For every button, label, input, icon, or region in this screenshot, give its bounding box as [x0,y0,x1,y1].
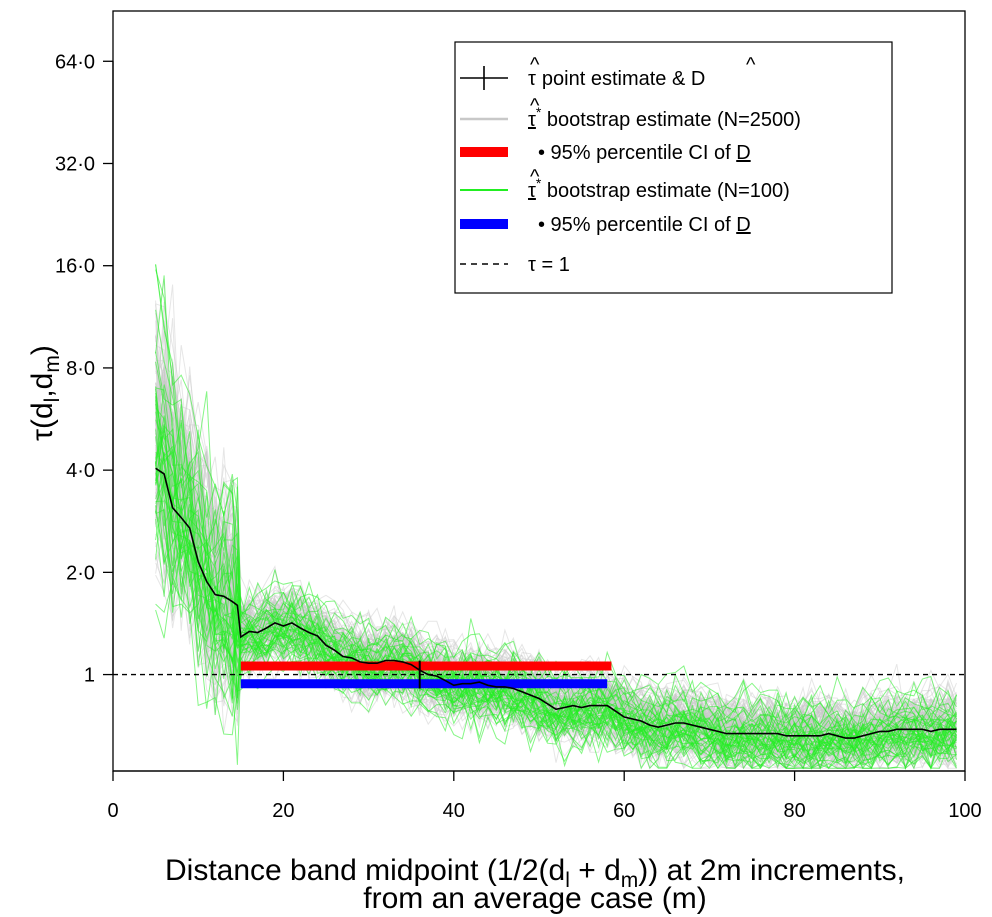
legend-hat-2: ^ [746,54,756,76]
bootstrap-line [155,451,957,760]
bootstrap-line [155,304,957,729]
legend-label-boot2500: τ* bootstrap estimate (N=2500) [528,104,801,131]
y-tick-label: 32·0 [55,153,95,175]
bootstrap-line [155,508,957,768]
xlabel-part-a: Distance band midpoint (1/2(d [165,854,565,887]
ylabel-sub-l: l [41,398,64,403]
y-tick-label: 8·0 [66,358,95,380]
ylabel-main: τ(d [26,402,59,441]
x-tick-label: 20 [272,800,294,822]
legend-boot100-sup: * [536,175,542,191]
x-axis-title-line2: from an average case (m) [363,882,706,915]
x-tick-label: 60 [613,800,635,822]
bootstrap-line [155,377,957,725]
xlabel-sub-m: m [621,869,639,892]
bootstrap-line [155,278,957,728]
bootstrap-line [155,445,957,758]
legend-label-ci100: • 95% percentile CI of D [538,214,751,236]
x-axis-title-line1: Distance band midpoint (1/2(dl + dm)) at… [165,854,905,892]
legend-hat-4: ^ [530,166,540,188]
legend-hat-1: ^ [530,54,540,76]
legend-label-boot100: τ* bootstrap estimate (N=100) [528,175,790,202]
xlabel-plus: + d [570,854,621,887]
y-tick-label: 16·0 [55,256,95,278]
bootstrap-line [155,361,957,741]
x-tick-label: 100 [948,800,981,822]
bootstrap-line [155,419,957,769]
y-axis-title: τ(dl,dm) [26,345,64,441]
bootstrap-line [155,575,957,769]
y-tick-label: 64·0 [55,51,95,73]
point-estimate-line [155,467,957,739]
legend-boot100-label: bootstrap estimate (N=100) [541,180,789,202]
bootstrap-line [155,375,957,725]
bootstrap-2500-lines [155,278,957,771]
legend-ci2500-label: • 95% percentile CI of [538,142,736,164]
bootstrap-line [155,387,957,756]
bootstrap-line [155,264,957,730]
bootstrap-line [155,422,957,743]
y-axis: 1 2·0 4·0 8·0 16·0 32·0 64·0 [55,51,114,687]
legend-boot100-symbol: τ [528,180,536,202]
y-tick-label: 4·0 [66,460,95,482]
legend-boot2500-sup: * [536,104,542,120]
legend-point-symbol2: D [691,68,705,90]
y-tick-label: 2·0 [66,562,95,584]
ylabel-comma: ,d [26,373,59,398]
ylabel-end: ) [26,345,59,355]
x-tick-label: 40 [443,800,465,822]
bootstrap-line [155,275,957,738]
legend-label-point: τ point estimate & D [528,68,705,90]
legend-box [454,41,893,294]
legend-point-label: point estimate & [542,68,691,90]
bootstrap-line [155,427,957,747]
legend-label-ci2500: • 95% percentile CI of D [538,142,751,164]
legend-label-ref: τ = 1 [528,254,570,276]
bootstrap-100-lines [155,264,957,771]
legend: τ point estimate & D ^ ^ τ* bootstrap est… [454,41,893,294]
legend-ci100-label: • 95% percentile CI of [538,214,736,236]
x-tick-label: 0 [107,800,118,822]
xlabel-part-end: )) at 2m increments, [638,854,905,887]
bootstrap-line [155,379,957,752]
legend-hat-3: ^ [530,95,540,117]
y-tick-label: 1 [84,665,95,687]
bootstrap-line [155,386,957,770]
ylabel-sub-m: m [41,355,64,373]
xlabel-sub-l: l [565,869,570,892]
legend-ci100-ul: D [736,214,750,236]
legend-point-symbol: τ [528,68,536,90]
x-axis: 0 20 40 60 80 100 [107,770,982,822]
x-tick-label: 80 [783,800,805,822]
legend-boot2500-label: bootstrap estimate (N=2500) [541,109,801,131]
legend-boot2500-symbol: τ [528,109,536,131]
legend-ci2500-ul: D [736,142,750,164]
